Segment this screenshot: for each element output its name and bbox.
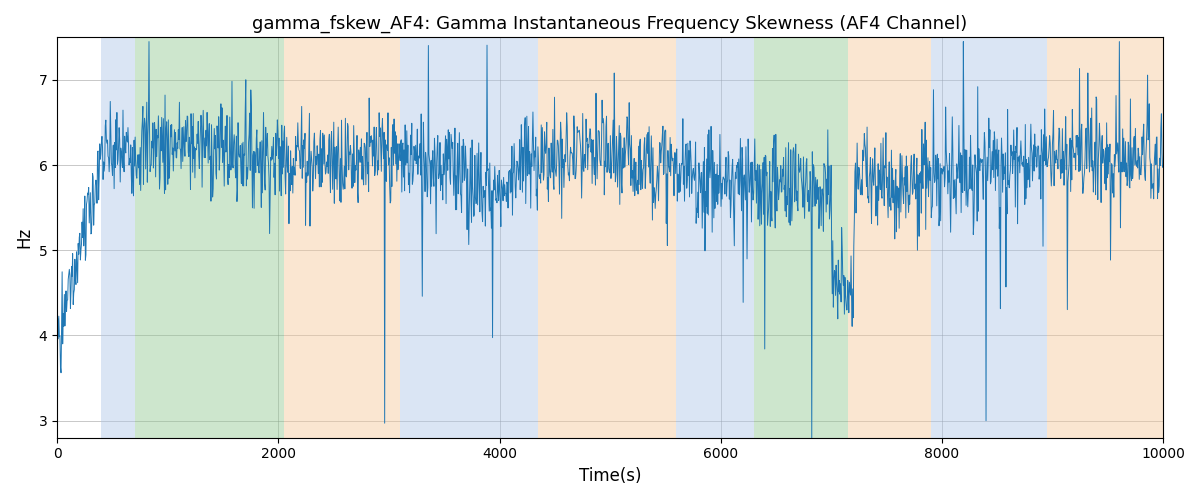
Bar (101, 38, 134, 438)
Title: gamma_fskew_AF4: Gamma Instantaneous Frequency Skewness (AF4 Channel): gamma_fskew_AF4: Gamma Instantaneous Fre… (252, 15, 967, 34)
Bar (134, 38, 284, 438)
Bar (677, 38, 754, 438)
Bar (539, 38, 677, 438)
Y-axis label: Hz: Hz (16, 227, 34, 248)
X-axis label: Time(s): Time(s) (578, 467, 641, 485)
Bar (848, 38, 931, 438)
Bar (284, 38, 400, 438)
Bar (931, 38, 1046, 438)
Bar (754, 38, 848, 438)
Bar (1046, 38, 1163, 438)
Bar (461, 38, 539, 438)
Bar (400, 38, 461, 438)
